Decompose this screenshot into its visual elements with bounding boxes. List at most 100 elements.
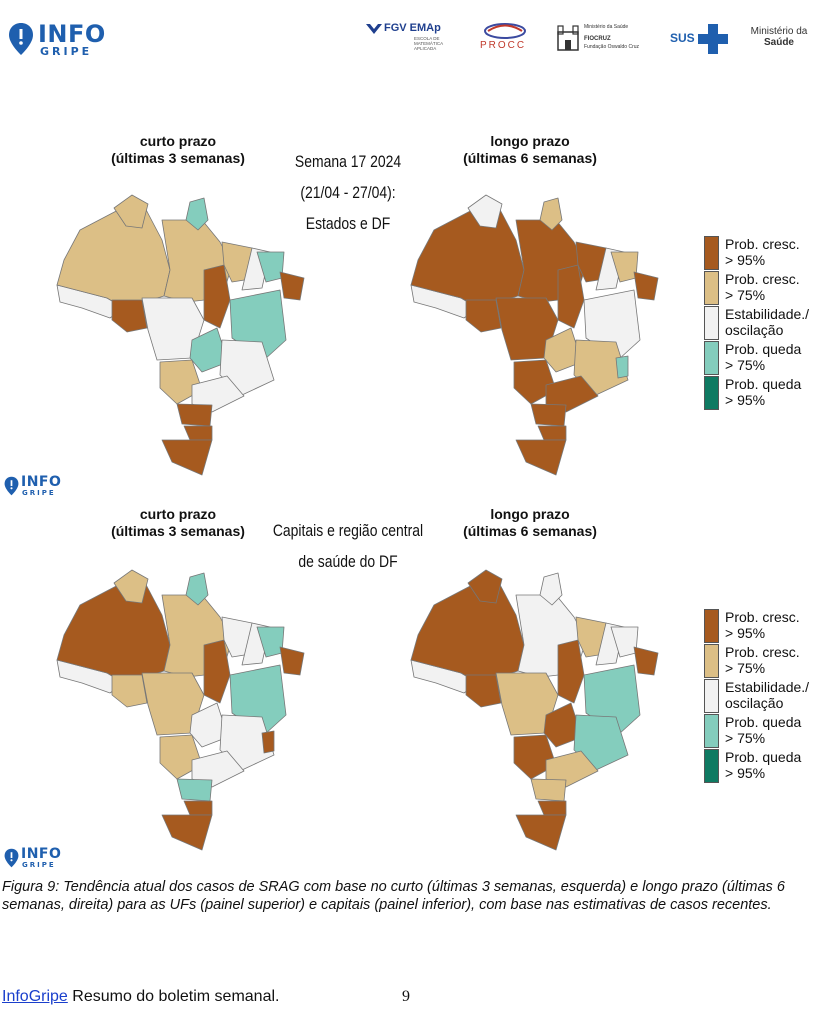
region-amapa [539,572,563,606]
top-right-heading-line1: longo prazo [490,133,570,149]
logo-subword: GRIPE [22,489,56,497]
region-goias [189,327,229,373]
region-mato-grosso-sul [513,359,557,405]
page-number: 9 [402,988,410,1005]
region-minas [219,714,275,771]
legend-label: > 75% [725,730,766,746]
region-roraima [113,569,149,604]
infogripe-logo-small: INFO GRIPE [4,474,74,502]
region-northeast-coast [633,271,659,301]
top-center-title: Semana 17 2024 (21/04 - 27/04): Estados … [274,146,422,239]
bottom-left-heading: curto prazo (últimas 3 semanas) [98,506,258,540]
region-tocantins [203,264,231,329]
footer-infogripe-link[interactable]: InfoGripe [2,988,68,1005]
legend-bottom-item: Prob. queda > 75% [704,714,819,748]
bottom-center-title: Capitais e região central de saúde do DF [258,515,438,577]
legend-top-swatch-0 [704,236,719,270]
region-rondonia [111,674,148,708]
sus-cross-icon [698,24,728,54]
legend-top-item: Prob. cresc. > 95% [704,236,819,270]
location-pin-icon [9,23,33,55]
bottom-center-line2: de saúde do DF [298,552,398,571]
top-center-line2: (21/04 - 27/04): [300,183,396,202]
fiocruz-sub: Fundação Oswaldo Cruz [584,44,640,50]
fiocruz-name: FIOCRUZ [584,36,611,42]
region-rio-grande-sul [515,814,567,851]
region-amapa [185,197,209,231]
legend-top-swatch-1 [704,271,719,305]
region-sao-paulo [545,375,599,413]
legend-top: Prob. cresc. > 95% Prob. cresc. > 75% Esta… [704,236,819,412]
bottom-right-heading-line1: longo prazo [490,506,570,522]
top-center-line3: Estados e DF [305,214,391,233]
procc-swirl-icon [484,23,526,39]
region-santa-catarina [537,800,567,816]
region-mato-grosso-sul [513,734,557,780]
region-minas [573,714,629,771]
legend-label: Prob. queda [725,376,802,392]
legend-label: > 95% [725,392,766,408]
top-center-line1: Semana 17 2024 [294,152,402,171]
legend-bottom-item: Prob. cresc. > 75% [704,644,819,678]
sus-logo: SUS [670,22,732,56]
legend-label: Prob. queda [725,749,802,765]
logo-subword: GRIPE [22,861,56,869]
region-rio-grande-sul [161,814,213,851]
legend-top-item: Estabilidade./oscilação [704,306,819,340]
legend-label: oscilação [725,695,784,711]
top-right-heading: longo prazo (últimas 6 semanas) [450,133,610,167]
procc-text: PROCC [480,40,527,51]
map-top-left [56,194,305,476]
fgv-emap-logo: FGV EMAp ESCOLA DE MATEMÁTICA APLICADA [366,22,456,56]
legend-label: > 95% [725,765,766,781]
region-minas [573,339,629,396]
legend-label: > 75% [725,660,766,676]
region-parana [176,778,213,802]
fgv-subtitle: ESCOLA DE MATEMÁTICA APLICADA [414,36,443,51]
figure-caption: Figura 9: Tendência atual dos casos de S… [2,879,785,913]
fiocruz-ministry: Ministério da Saúde [584,24,629,30]
region-minas [219,339,275,396]
legend-top-swatch-4 [704,376,719,410]
legend-label: Prob. queda [725,714,802,730]
region-northeast-coast [633,646,659,676]
region-amapa [185,572,209,606]
region-roraima [467,569,503,604]
legend-bottom-item: Prob. queda > 95% [704,749,819,783]
legend-bottom-item: Prob. cresc. > 95% [704,609,819,643]
fgv-title: FGV EMAp [384,22,441,34]
infogripe-logo-small: INFO GRIPE [4,846,74,874]
top-right-heading-line2: (últimas 6 semanas) [463,150,597,166]
region-tocantins [557,639,585,704]
region-goias [543,702,583,748]
region-tocantins [203,639,231,704]
logo-subword: GRIPE [40,45,93,58]
region-espirito-santo [615,355,629,379]
top-left-heading-line1: curto prazo [139,133,217,149]
region-northeast-coast [279,271,305,301]
region-rondonia [465,674,502,708]
logo-word: INFO [21,474,62,490]
region-santa-catarina [537,425,567,441]
legend-label: Estabilidade./ [725,306,810,322]
legend-label: > 75% [725,287,766,303]
region-rio-grande-sul [515,439,567,476]
map-bottom-left [56,569,305,851]
legend-bottom-swatch-3 [704,714,719,748]
legend-label: Prob. cresc. [725,271,800,287]
region-goias [189,702,229,748]
location-pin-icon [4,848,19,868]
region-parana [530,778,567,802]
map-top-right [410,194,659,476]
map-bottom-right [410,569,659,851]
region-roraima [467,194,503,229]
region-rondonia [111,299,148,333]
region-roraima [113,194,149,229]
legend-bottom-swatch-1 [704,644,719,678]
ministerio-saude-logo: Ministério da Saúde [744,26,814,56]
footer-text: Resumo do boletim semanal. [67,988,280,1005]
bottom-right-heading: longo prazo (últimas 6 semanas) [450,506,610,540]
fiocruz-logo: Ministério da Saúde FIOCRUZ Fundação Osw… [556,22,656,56]
region-goias [543,327,583,373]
legend-top-item: Prob. cresc. > 75% [704,271,819,305]
